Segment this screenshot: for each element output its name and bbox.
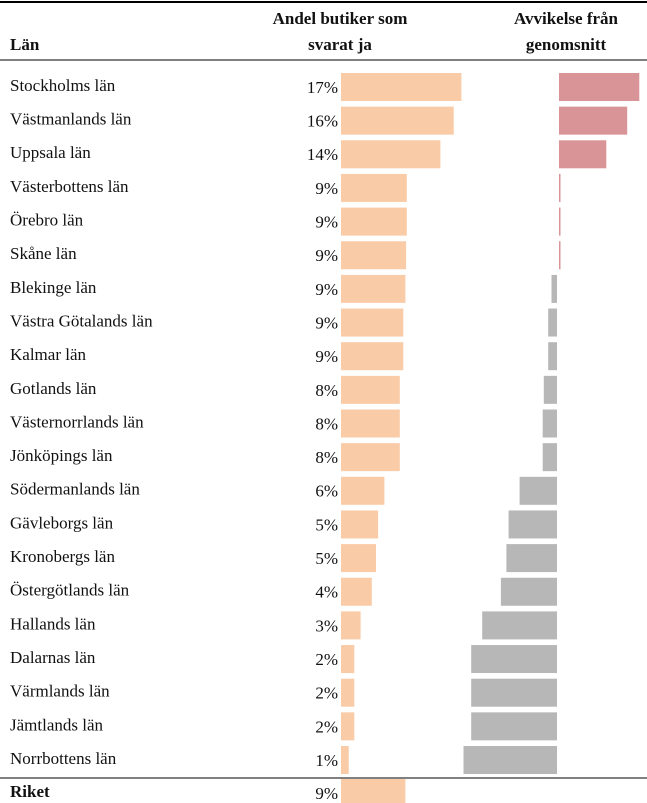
- row-label: Östergötlands län: [10, 581, 130, 600]
- value-label: 9%: [315, 280, 338, 299]
- value-label: 6%: [315, 482, 338, 501]
- deviation-bar: [471, 712, 557, 741]
- value-label: 8%: [315, 414, 338, 433]
- total-value-label: 9%: [315, 784, 338, 803]
- row-label: Västmanlands län: [10, 110, 132, 129]
- row-label: Kalmar län: [10, 345, 86, 364]
- value-label: 9%: [315, 347, 338, 366]
- deviation-bar: [500, 577, 557, 606]
- row-label: Uppsala län: [10, 143, 91, 162]
- deviation-bar: [559, 241, 561, 270]
- row-label: Blekinge län: [10, 278, 97, 297]
- row-label: Stockholms län: [10, 76, 116, 95]
- row-label: Skåne län: [10, 244, 77, 263]
- header-share: svarat ja: [308, 35, 372, 54]
- share-bar: [341, 443, 400, 472]
- header-deviation: Avvikelse från: [514, 9, 619, 28]
- header-deviation: genomsnitt: [526, 35, 607, 54]
- share-bar: [341, 510, 379, 539]
- value-label: 9%: [315, 313, 338, 332]
- value-label: 5%: [315, 549, 338, 568]
- row-label: Södermanlands län: [10, 480, 140, 499]
- value-label: 5%: [315, 515, 338, 534]
- deviation-bar: [548, 308, 557, 337]
- value-label: 9%: [315, 246, 338, 265]
- share-bar: [341, 678, 355, 707]
- share-bar: [341, 577, 372, 606]
- share-bar: [341, 746, 349, 774]
- deviation-bar: [559, 106, 628, 135]
- deviation-bar: [559, 173, 561, 202]
- value-label: 2%: [315, 717, 338, 736]
- row-label: Västra Götalands län: [10, 311, 153, 330]
- share-bar: [341, 173, 407, 202]
- deviation-bar: [482, 611, 557, 640]
- deviation-bar: [471, 678, 557, 707]
- deviation-bar: [543, 375, 557, 404]
- share-bar: [341, 73, 462, 101]
- row-label: Gävleborgs län: [10, 513, 114, 532]
- row-label: Västerbottens län: [10, 177, 129, 196]
- share-bar: [341, 308, 404, 337]
- header-share: Andel butiker som: [273, 9, 408, 28]
- share-bar: [341, 409, 400, 438]
- value-label: 8%: [315, 381, 338, 400]
- value-label: 8%: [315, 448, 338, 467]
- row-label: Jämtlands län: [10, 715, 104, 734]
- value-label: 2%: [315, 650, 338, 669]
- row-label: Hallands län: [10, 614, 96, 633]
- value-label: 14%: [307, 145, 338, 164]
- share-bar: [341, 476, 385, 505]
- deviation-bar: [471, 645, 557, 674]
- row-label: Norrbottens län: [10, 749, 117, 768]
- deviation-bar: [542, 443, 557, 472]
- share-bar: [341, 544, 376, 573]
- value-label: 3%: [315, 616, 338, 635]
- row-label: Jönköpings län: [10, 446, 113, 465]
- deviation-bar: [559, 73, 640, 101]
- row-label: Gotlands län: [10, 379, 97, 398]
- deviation-bar: [506, 544, 557, 573]
- share-bar: [341, 140, 441, 169]
- value-label: 16%: [307, 112, 338, 131]
- row-label: Värmlands län: [10, 682, 110, 701]
- share-bar: [341, 611, 361, 640]
- deviation-bar: [548, 342, 557, 371]
- value-label: 1%: [315, 751, 338, 770]
- value-label: 4%: [315, 583, 338, 602]
- share-bar: [341, 342, 404, 371]
- header-label: Län: [10, 35, 40, 54]
- value-label: 9%: [315, 179, 338, 198]
- value-label: 17%: [307, 78, 338, 97]
- share-bar: [341, 645, 355, 674]
- value-label: 9%: [315, 213, 338, 232]
- deviation-bar: [559, 207, 561, 236]
- row-label: Dalarnas län: [10, 648, 96, 667]
- share-bar: [341, 274, 406, 303]
- row-label: Kronobergs län: [10, 547, 115, 566]
- deviation-bar: [463, 746, 557, 774]
- row-label: Västernorrlands län: [10, 412, 144, 431]
- deviation-bar: [551, 274, 557, 303]
- deviation-bar: [519, 476, 557, 505]
- share-bar: [341, 207, 407, 236]
- deviation-bar: [559, 140, 607, 169]
- deviation-bar: [508, 510, 557, 539]
- value-label: 2%: [315, 684, 338, 703]
- share-bar: [341, 712, 355, 741]
- total-bar: [341, 779, 406, 803]
- deviation-bar: [542, 409, 557, 438]
- share-bar: [341, 241, 407, 270]
- share-bar: [341, 106, 454, 135]
- row-label: Örebro län: [10, 211, 84, 230]
- share-bar: [341, 375, 400, 404]
- total-label: Riket: [10, 782, 50, 801]
